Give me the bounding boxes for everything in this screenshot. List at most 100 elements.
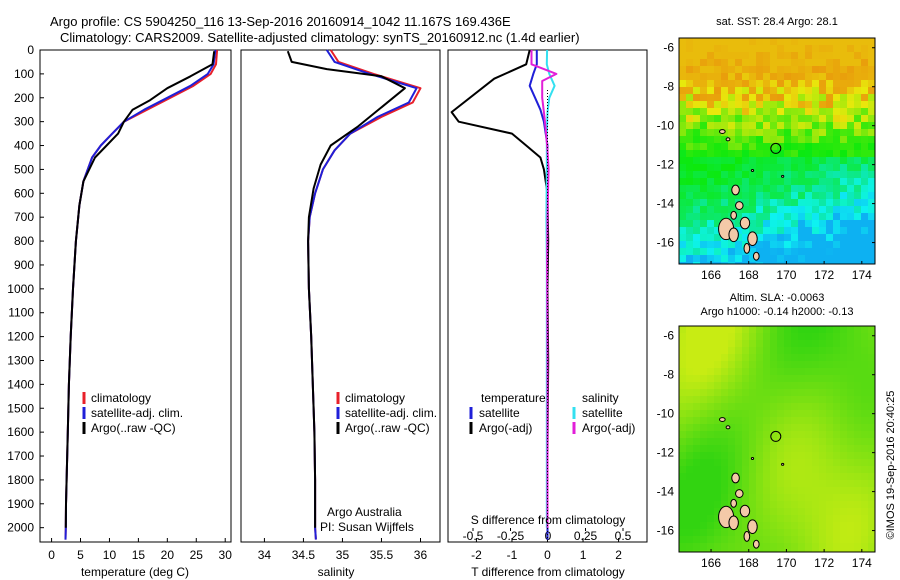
map-cell [686,452,694,460]
map-cell [868,80,875,88]
map-cell [728,368,736,376]
y-tick-label: 900 [14,258,34,272]
map-cell [784,389,792,397]
map-cell [791,241,799,249]
map-cell [700,424,708,432]
map-cell [777,522,785,530]
map-cell [868,522,875,530]
map-cell [868,529,875,537]
map-cell [798,536,806,544]
map-cell [826,550,834,552]
map-cell [868,192,875,200]
map-cell [833,227,841,235]
map-cell [784,354,792,362]
map-cell [693,87,701,95]
map-cell [763,424,771,432]
map-cell [777,417,785,425]
map-cell [721,410,729,418]
sla-map-subtitle: Argo h1000: -0.14 h2000: -0.13 [701,306,854,318]
map-cell [868,143,875,151]
map-cell [679,550,687,552]
y-tick-label: 1400 [7,377,34,391]
lon-tick-label: 172 [814,268,834,282]
map-cell [721,157,729,165]
map-cell [833,473,841,481]
map-cell [756,157,764,165]
map-cell [833,354,841,362]
map-cell [847,220,855,228]
map-cell [721,550,729,552]
island [725,137,731,142]
map-cell [861,178,869,186]
map-cell [770,550,778,552]
map-cell [763,220,771,228]
map-cell [812,417,820,425]
map-cell [798,375,806,383]
map-cell [805,382,813,390]
map-cell [770,52,778,60]
map-cell [784,73,792,81]
map-cell [854,550,862,552]
map-cell [868,326,875,334]
map-cell [854,171,862,179]
map-cell [861,529,869,537]
map-cell [861,466,869,474]
map-cell [833,101,841,109]
map-cell [693,185,701,193]
map-cell [770,382,778,390]
map-cell [812,115,820,123]
map-cell [770,129,778,137]
map-cell [812,213,820,221]
map-cell [805,248,813,256]
map-cell [826,108,834,116]
map-cell [686,52,694,60]
map-cell [861,157,869,165]
map-cell [742,445,750,453]
s-difference-xlabel: S difference from climatology [471,513,626,527]
map-cell [791,157,799,165]
map-cell [700,396,708,404]
map-cell [693,45,701,53]
sla-islands [718,417,785,549]
map-cell [798,487,806,495]
map-cell [812,424,820,432]
map-cell [833,522,841,530]
map-cell [728,45,736,53]
map-cell [819,213,827,221]
map-cell [756,178,764,186]
map-cell [686,382,694,390]
map-cell [833,536,841,544]
map-cell [861,115,869,123]
x-tick-label: 35.5 [370,548,394,562]
map-cell [833,361,841,369]
map-cell [700,522,708,530]
map-cell [707,375,715,383]
sst-map-panel: sat. SST: 28.4 Argo: 28.1 166 168 170 172 17… [657,16,876,282]
map-cell [791,94,799,102]
map-cell [749,494,757,502]
map-cell [798,494,806,502]
map-cell [791,396,799,404]
map-cell [819,522,827,530]
map-cell [854,333,862,341]
map-cell [735,38,743,46]
map-cell [742,550,750,552]
map-cell [756,136,764,144]
x-tick-label: 25 [190,548,204,562]
map-cell [812,438,820,446]
map-cell [847,129,855,137]
map-cell [812,480,820,488]
map-cell [784,241,792,249]
map-cell [819,185,827,193]
map-cell [735,501,743,509]
map-cell [812,410,820,418]
map-cell [777,241,785,249]
map-cell [700,508,708,516]
lon-tick-label: 174 [852,268,872,282]
map-cell [854,206,862,214]
map-cell [679,192,687,200]
map-cell [819,438,827,446]
legend-label-argo: Argo(..raw -QC) [91,421,176,435]
map-cell [833,213,841,221]
map-cell [847,368,855,376]
